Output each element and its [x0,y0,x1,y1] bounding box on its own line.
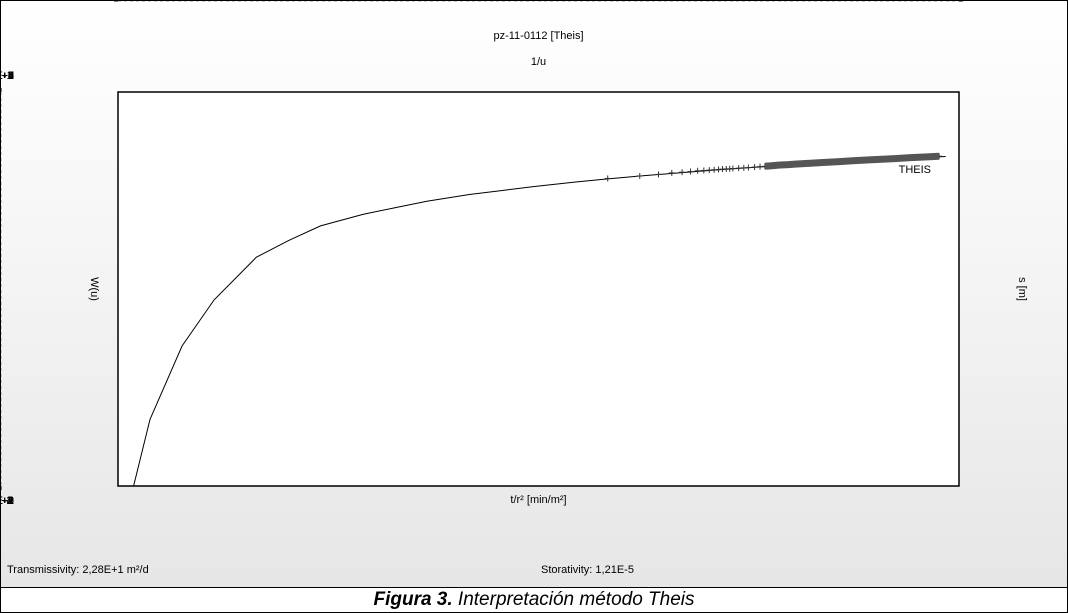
theis-annotation: THEIS [899,164,931,176]
y-axis-title: W(u) [88,277,100,301]
top-tick-label: 1E+3 [1,70,14,82]
chart-title: pz-11-0112 [Theis] [493,30,583,42]
x-tick-label: 1E+3 [1,495,14,507]
top-tick-label: 1E+4 [1,70,14,82]
x-tick-label: 1E+0 [1,495,14,507]
top-tick-label: 1E-1 [1,70,13,82]
x-axis-title: t/r² [min/m²] [510,494,566,506]
plot-area [118,92,959,486]
data-point [745,164,752,171]
y-tick-label: 1E-2 [87,1,110,4]
dense-data-band [764,152,940,170]
chart: 1E-41E-31E-21E-11E+01E+11E+21E+31E-11E+0… [1,1,1028,507]
figure-caption: Figura 3. Interpretación método Theis [1,588,1067,612]
storativity-label: Storativity: 1,21E-5 [541,564,634,576]
top-tick-label: 1E+2 [1,70,14,82]
y-tick-label: 1E+2 [84,1,110,4]
y-tick-label: 1E-3 [87,1,110,4]
data-point [700,167,707,174]
right-tick-label: 1E+1 [967,1,993,4]
data-point [604,175,611,182]
x-tick-label: 1E-1 [1,495,13,507]
data-point [729,165,736,172]
top-tick-label: 1E+5 [1,70,14,82]
right-tick-label: 1E+0 [967,1,993,4]
y-tick-label: 1E+0 [84,1,110,4]
x-tick-label: 1E-3 [1,495,13,507]
top-tick-label: 1E+7 [1,70,14,82]
right-tick-label: 1E-3 [967,1,990,4]
top-tick-label: 1E+1 [1,70,14,82]
top-axis-title: 1/u [531,56,546,68]
right-tick-label: 1E-2 [967,1,990,4]
data-point [636,172,643,179]
top-tick-label: 1E+0 [1,70,14,82]
data-point [735,165,742,172]
caption-text: Interpretación método Theis [452,589,695,610]
right-tick-label: 1E-1 [967,1,990,4]
right-axis-title: s [m] [1016,277,1028,301]
caption-label: Figura 3. [373,589,453,610]
top-tick-label: 1E+6 [1,70,14,82]
x-tick-label: 1E-4 [1,495,13,507]
chart-panel: 1E-41E-31E-21E-11E+01E+11E+21E+31E-11E+0… [1,1,1067,588]
transmissivity-label: Transmissivity: 2,28E+1 m²/d [7,564,149,576]
y-tick-label: 1E+1 [84,1,110,4]
x-tick-label: 1E+1 [1,495,14,507]
x-tick-label: 1E+2 [1,495,14,507]
data-point [679,169,686,176]
data-point [687,168,694,175]
data-point [668,169,675,176]
data-point [655,171,662,178]
data-point [694,167,701,174]
y-tick-label: 1E-1 [87,1,110,4]
plot-border [117,91,960,487]
x-tick-label: 1E-2 [1,495,13,507]
data-point [751,164,758,171]
